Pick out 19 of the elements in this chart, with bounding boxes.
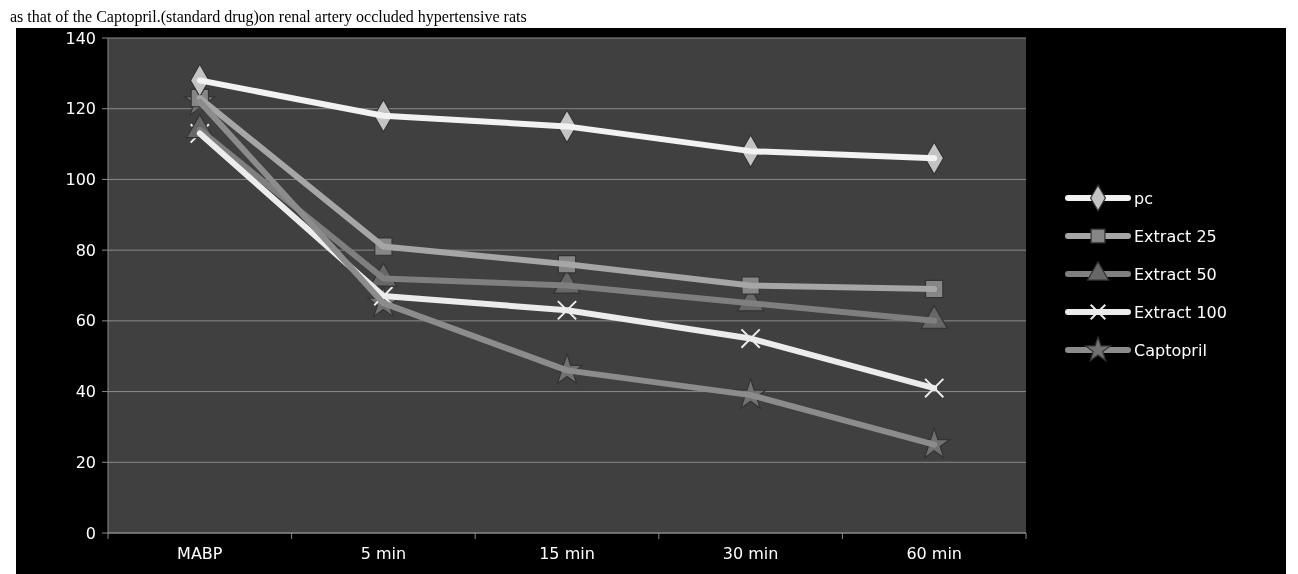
x-tick-label: 15 min [539, 544, 595, 563]
y-tick-label: 120 [65, 99, 96, 119]
y-tick-label: 0 [85, 523, 96, 543]
y-tick-label: 140 [65, 28, 96, 48]
x-tick-label: 60 min [906, 544, 963, 563]
y-tick-label: 20 [75, 452, 96, 472]
y-tick-label: 100 [65, 170, 96, 190]
y-tick-label: 80 [75, 240, 96, 260]
legend-label: Extract 25 [1134, 226, 1217, 246]
legend-label: Extract 50 [1134, 264, 1217, 284]
x-tick-label: MABP [177, 544, 223, 563]
text: as that of the Captopril.(standard drug)on renal artery occluded hypertensive rats [10, 8, 527, 26]
y-tick-label: 40 [75, 382, 96, 402]
legend-label: Extract 100 [1134, 302, 1227, 322]
x-tick-label: 5 min [360, 544, 407, 563]
x-tick-label: 30 min [722, 544, 779, 563]
y-tick-label: 60 [75, 311, 96, 331]
legend-label: pc [1134, 188, 1153, 208]
legend-label: Captopril [1134, 340, 1207, 360]
